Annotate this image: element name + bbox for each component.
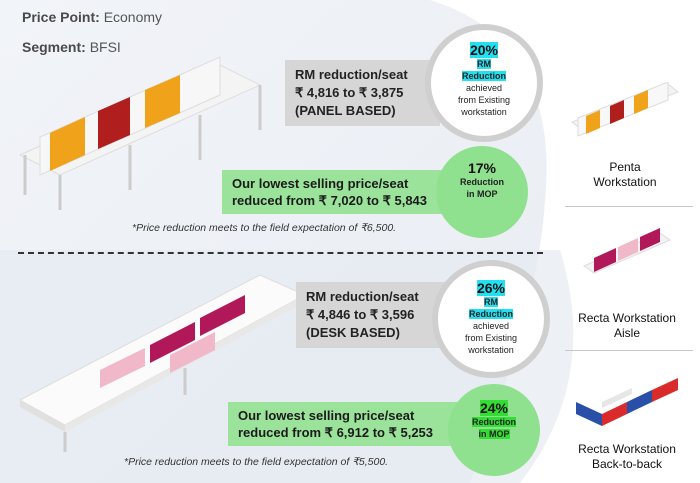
desk-mop-box: Our lowest selling price/seat reduced fr… bbox=[228, 402, 468, 446]
desk-mop-line1: Our lowest selling price/seat bbox=[238, 408, 415, 423]
panel-rm-t1: achieved bbox=[465, 83, 503, 93]
panel-rm-line2: ₹ 4,816 to ₹ 3,875 bbox=[295, 85, 404, 100]
sidebar-item-recta-aisle: Recta Workstation Aisle bbox=[562, 311, 692, 341]
desk-rm-circle: 26% RM Reduction achieved from Existing … bbox=[432, 260, 550, 378]
desk-rm-t3: workstation bbox=[468, 345, 514, 355]
panel-mop-line2: reduced from ₹ 7,020 to ₹ 5,843 bbox=[232, 193, 428, 208]
panel-rm-hl2: Reduction bbox=[462, 71, 506, 81]
panel-rm-t3: workstation bbox=[461, 107, 507, 117]
panel-rm-line1: RM reduction/seat bbox=[295, 67, 408, 82]
recta-aisle-thumb-image bbox=[582, 228, 672, 274]
panel-mop-circle: 17% Reduction in MOP bbox=[436, 146, 528, 238]
panel-rm-t2: from Existing bbox=[457, 95, 510, 105]
panel-rm-box: RM reduction/seat ₹ 4,816 to ₹ 3,875 (PA… bbox=[285, 60, 440, 126]
panel-mop-line1: Our lowest selling price/seat bbox=[232, 176, 409, 191]
sidebar-divider-2 bbox=[565, 350, 693, 351]
sidebar-aisle-line2: Aisle bbox=[613, 326, 640, 340]
recta-b2b-thumb-image bbox=[576, 378, 678, 426]
desk-mop-circle: 24% Reduction in MOP bbox=[448, 384, 540, 476]
desk-rm-line2: ₹ 4,846 to ₹ 3,596 bbox=[306, 307, 415, 322]
desk-rm-box: RM reduction/seat ₹ 4,846 to ₹ 3,596 (DE… bbox=[296, 282, 446, 348]
desk-rm-hl2: Reduction bbox=[469, 309, 513, 319]
sidebar-item-penta: Penta Workstation bbox=[570, 160, 680, 190]
segment: Segment: BFSI bbox=[22, 39, 121, 55]
sidebar-item-recta-b2b: Recta Workstation Back-to-back bbox=[562, 442, 692, 472]
desk-rm-pct: 26% bbox=[476, 280, 506, 296]
segment-label: Segment: bbox=[22, 39, 86, 55]
panel-note: *Price reduction meets to the field expe… bbox=[132, 222, 397, 234]
panel-mop-hl1: Reduction bbox=[460, 177, 504, 187]
price-point: Price Point: Economy bbox=[22, 9, 162, 25]
panel-rm-circle: 20% RM Reduction achieved from Existing … bbox=[425, 24, 543, 142]
recta-desk-image bbox=[18, 274, 307, 452]
desk-rm-line1: RM reduction/seat bbox=[306, 289, 419, 304]
panel-rm-line3: (PANEL BASED) bbox=[295, 103, 396, 118]
penta-thumb-image bbox=[571, 82, 679, 137]
desk-mop-line2: reduced from ₹ 6,912 to ₹ 5,253 bbox=[238, 425, 434, 440]
desk-mop-hl2: in MOP bbox=[478, 429, 510, 439]
penta-workstation-image bbox=[18, 56, 262, 210]
sidebar-b2b-line1: Recta Workstation bbox=[578, 442, 676, 456]
desk-mop-pct: 24% bbox=[479, 400, 509, 416]
panel-mop-pct: 17% bbox=[467, 160, 497, 176]
panel-mop-box: Our lowest selling price/seat reduced fr… bbox=[222, 170, 462, 214]
price-point-label: Price Point: bbox=[22, 9, 100, 25]
desk-rm-t1: achieved bbox=[472, 321, 510, 331]
panel-rm-hl1: RM bbox=[477, 59, 491, 69]
sidebar-divider-1 bbox=[565, 206, 693, 207]
segment-value: BFSI bbox=[89, 39, 121, 55]
sidebar-penta-line1: Penta bbox=[609, 160, 641, 174]
sidebar-penta-line2: Workstation bbox=[593, 175, 657, 189]
sidebar-b2b-line2: Back-to-back bbox=[591, 457, 663, 471]
desk-note: *Price reduction meets to the field expe… bbox=[124, 456, 389, 468]
price-point-value: Economy bbox=[103, 9, 163, 25]
desk-rm-t2: from Existing bbox=[464, 333, 517, 343]
panel-mop-hl2: in MOP bbox=[466, 189, 498, 199]
desk-rm-line3: (DESK BASED) bbox=[306, 325, 400, 340]
panel-rm-pct: 20% bbox=[469, 42, 499, 58]
sidebar-aisle-line1: Recta Workstation bbox=[578, 311, 676, 325]
desk-mop-hl1: Reduction bbox=[472, 417, 516, 427]
section-divider bbox=[18, 252, 543, 254]
desk-rm-hl1: RM bbox=[484, 297, 498, 307]
